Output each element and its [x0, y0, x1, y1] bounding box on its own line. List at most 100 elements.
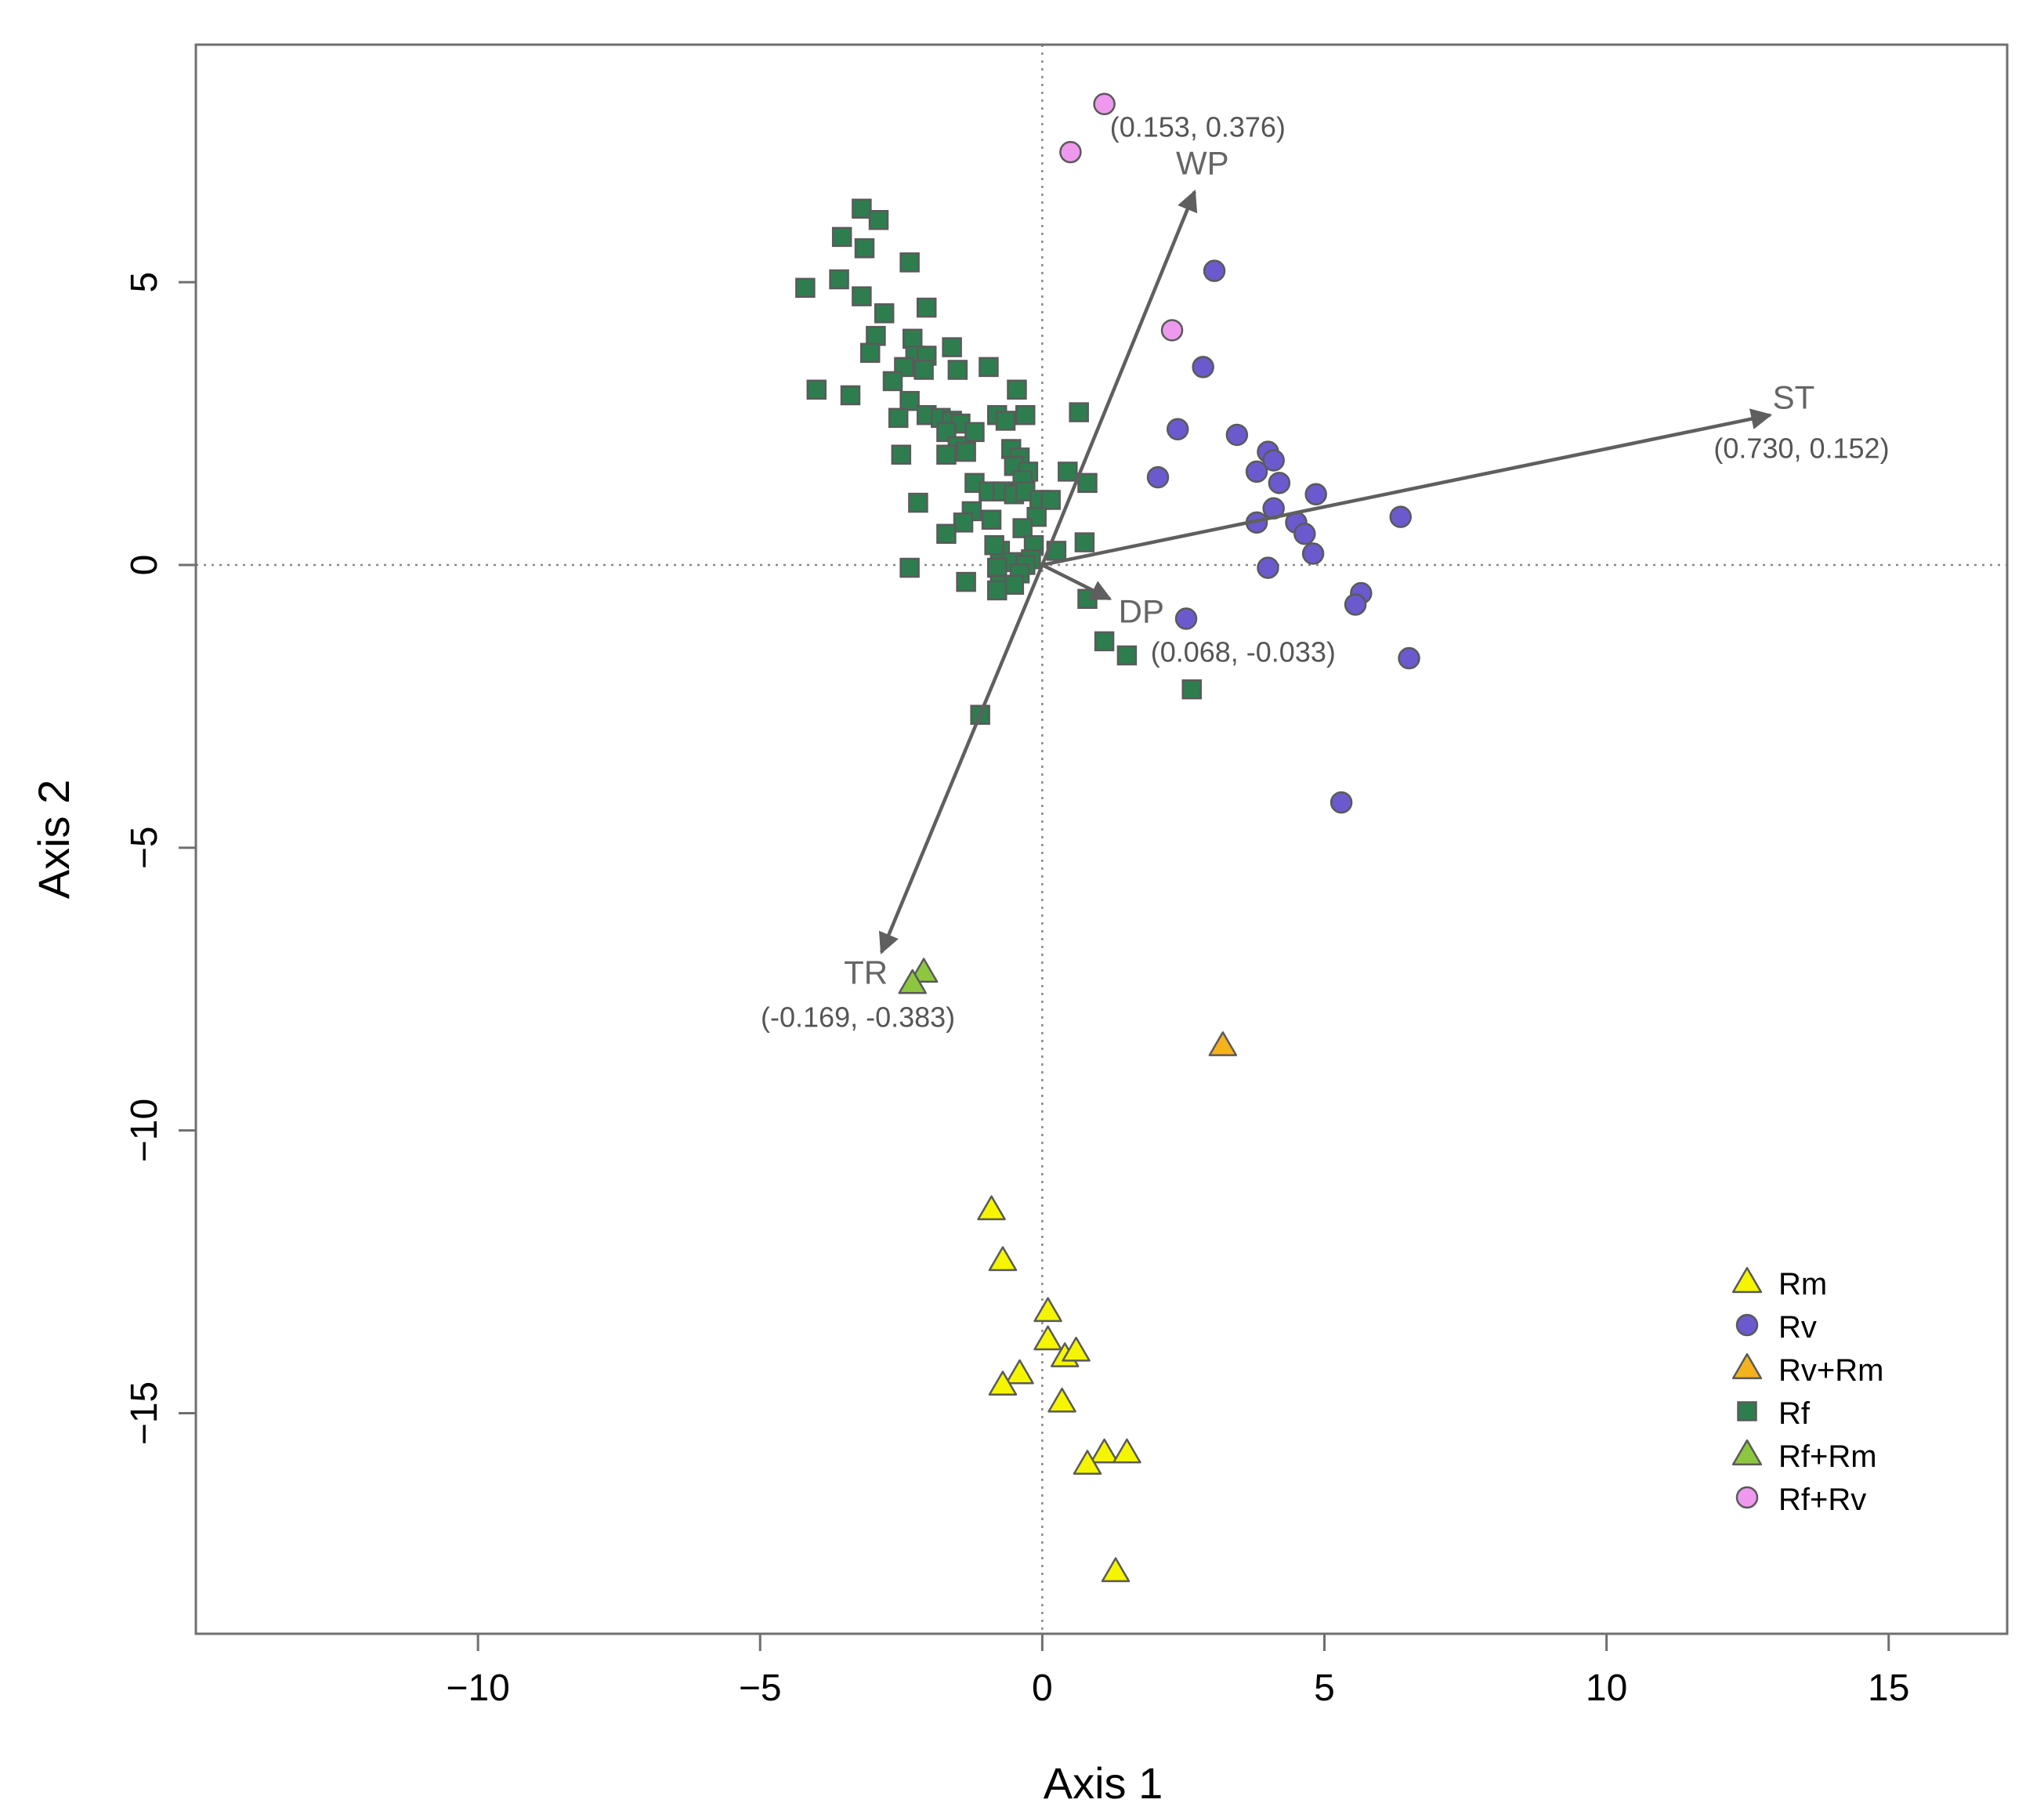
vector-dp-label: DP: [1119, 592, 1164, 629]
legend-marker-rf-rv: [1735, 1486, 1759, 1509]
point-rv: [1301, 542, 1325, 565]
point-rf: [868, 209, 889, 230]
y-tick-label: −15: [124, 1381, 165, 1445]
point-rf-rm: [898, 969, 927, 994]
x-axis: −10 −5 0 5 10 15: [446, 1632, 1909, 1709]
point-rf: [995, 411, 1016, 431]
point-rf: [984, 534, 1004, 556]
point-rf: [953, 512, 974, 533]
point-rf-rm: [909, 958, 939, 983]
point-rf: [902, 328, 923, 349]
x-tick-label: 15: [1868, 1667, 1909, 1709]
point-rm: [1112, 1438, 1141, 1464]
point-rf: [882, 371, 903, 392]
point-rm: [1033, 1297, 1062, 1323]
point-rm: [1062, 1336, 1091, 1362]
point-rv: [1330, 791, 1353, 814]
vector-dp-arrow: [1041, 563, 1112, 601]
vector-dp-coords: (0.068, -0.033): [1151, 635, 1336, 668]
point-rf-rv: [1059, 140, 1082, 164]
point-rf: [888, 407, 909, 429]
vector-tr-label: TR: [844, 954, 888, 990]
y-tick-label: −10: [124, 1099, 165, 1162]
legend-label-rf-rv: Rf+Rv: [1778, 1483, 1866, 1517]
point-rf: [916, 297, 937, 318]
point-rf: [1077, 473, 1098, 494]
point-rf: [1074, 532, 1095, 552]
biplot-vectors: ST (0.730, 0.152) WP(0.153, 0.376) DP (0.068…: [761, 111, 1890, 1034]
point-rf: [899, 390, 920, 411]
point-rf: [829, 269, 849, 290]
point-rm: [988, 1370, 1018, 1396]
point-rv: [1268, 472, 1291, 494]
point-rf: [1004, 574, 1025, 595]
point-rv: [1174, 607, 1198, 630]
point-rf: [854, 238, 875, 259]
y-axis: 5 0 −5 −10 −15: [124, 272, 197, 1445]
y-tick-label: −5: [124, 826, 165, 869]
point-rf: [964, 422, 985, 443]
point-rf-rv: [1160, 319, 1184, 342]
x-axis-title: Axis 1: [1044, 1758, 1163, 1808]
point-rf: [852, 286, 872, 306]
point-rf: [1116, 645, 1138, 666]
point-rf: [1007, 379, 1027, 400]
vector-st-label: ST: [1773, 379, 1815, 416]
point-rf: [987, 580, 1008, 601]
point-rf: [936, 523, 957, 545]
point-rf: [1015, 404, 1036, 425]
legend-marker-rf: [1737, 1401, 1757, 1421]
vector-tr-coords: (-0.169, -0.383): [761, 1001, 955, 1033]
point-rv: [1389, 505, 1412, 528]
x-tick-label: 10: [1586, 1667, 1627, 1709]
point-rf: [1181, 679, 1202, 700]
point-rf: [1012, 518, 1033, 538]
point-rf: [866, 325, 886, 346]
point-rf: [899, 557, 920, 578]
point-rf: [908, 492, 928, 513]
legend-marker-rf-rm: [1731, 1439, 1763, 1466]
point-rm: [1005, 1359, 1034, 1385]
point-rm: [1073, 1450, 1102, 1475]
x-tick-label: −5: [739, 1667, 782, 1709]
point-rf: [899, 252, 920, 273]
legend-label-rv-rm: Rv+Rm: [1778, 1353, 1883, 1388]
legend-marker-rm: [1731, 1266, 1763, 1294]
point-rv: [1398, 646, 1420, 670]
point-rm: [988, 1246, 1018, 1272]
point-rv: [1245, 460, 1268, 483]
point-rf: [947, 360, 968, 380]
point-rv: [1262, 449, 1285, 472]
vector-wp-coords: (0.153, 0.376): [1110, 111, 1286, 143]
point-rf: [806, 379, 827, 400]
point-rf: [831, 226, 852, 248]
legend-label-rm: Rm: [1778, 1267, 1827, 1302]
legend-marker-rv: [1735, 1313, 1759, 1337]
point-rv: [1203, 259, 1226, 282]
point-rf: [981, 509, 1002, 530]
data-points: [795, 92, 1420, 1583]
legend-label-rf: Rf: [1778, 1396, 1811, 1431]
reference-lines: [196, 45, 2007, 1634]
point-rv: [1146, 465, 1170, 489]
legend: Rm Rv Rv+Rm Rf Rf+Rm Rf+Rv: [1731, 1266, 1883, 1517]
point-rf: [1069, 402, 1089, 422]
y-tick-label: 0: [124, 555, 165, 576]
vector-st-arrow: [1041, 408, 1773, 567]
point-rf: [852, 198, 872, 219]
legend-label-rf-rm: Rf+Rm: [1778, 1439, 1877, 1474]
point-rf: [942, 337, 962, 357]
point-rm: [1101, 1557, 1131, 1583]
point-rf: [979, 357, 999, 378]
point-rf: [913, 360, 934, 380]
point-rf: [987, 557, 1008, 578]
point-rv: [1225, 423, 1249, 447]
x-tick-label: 5: [1314, 1667, 1335, 1709]
point-rf: [795, 277, 816, 299]
point-rv: [1304, 483, 1327, 506]
point-rv: [1257, 556, 1279, 579]
point-rf: [1040, 490, 1061, 510]
point-rm: [1047, 1387, 1076, 1413]
